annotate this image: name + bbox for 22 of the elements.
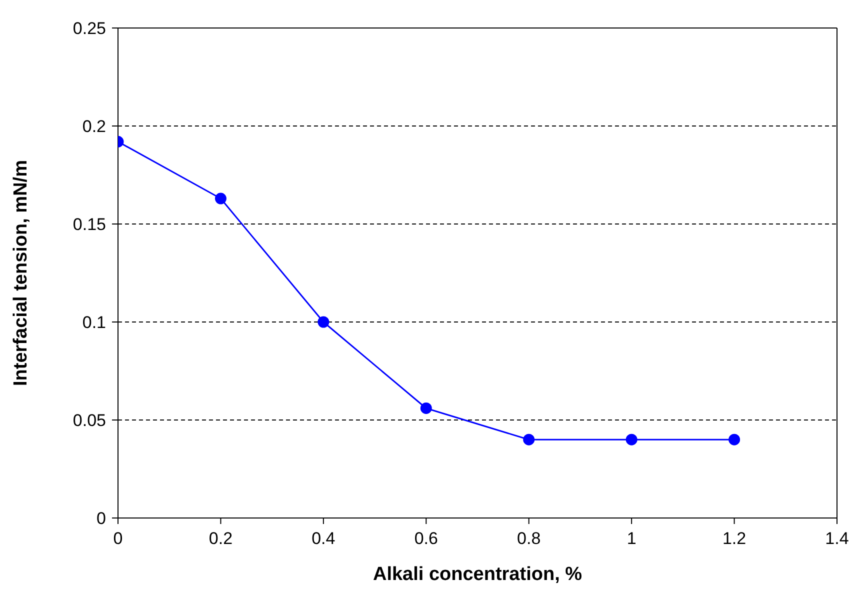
- x-tick-label: 0.8: [517, 529, 541, 548]
- y-tick-label: 0.05: [72, 411, 106, 430]
- y-tick-label: 0.1: [82, 313, 106, 332]
- x-tick-label: 1.4: [825, 529, 849, 548]
- y-tick-label: 0: [96, 509, 106, 528]
- x-tick-label: 1: [626, 529, 636, 548]
- y-tick-label: 0.15: [72, 215, 106, 234]
- point: [523, 434, 535, 446]
- point: [728, 434, 740, 446]
- point: [626, 434, 638, 446]
- x-tick-label: 0.4: [312, 529, 336, 548]
- x-tick-label: 0.6: [414, 529, 438, 548]
- y-tick-label: 0.25: [72, 19, 106, 38]
- point: [318, 316, 330, 328]
- point: [420, 402, 432, 414]
- x-tick-label: 0: [113, 529, 123, 548]
- x-tick-label: 0.2: [208, 529, 233, 548]
- y-axis-title: Interfacial tension, mN/m: [10, 160, 32, 386]
- y-tick-label: 0.2: [82, 117, 106, 136]
- x-axis-title: Alkali concentration, %: [372, 564, 582, 585]
- x-tick-label: 1.2: [722, 529, 746, 548]
- point: [214, 192, 226, 204]
